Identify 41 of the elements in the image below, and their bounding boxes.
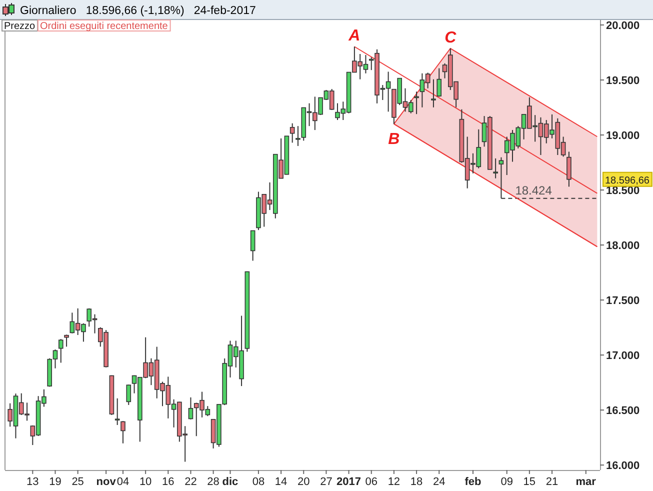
y-tick-label: 18.000 — [606, 240, 640, 252]
x-tick-label: 10 — [139, 476, 152, 488]
y-tick-label: 17.000 — [606, 350, 640, 362]
x-tick-label: feb — [464, 476, 482, 488]
x-tick-label: mar — [576, 476, 597, 488]
x-tick-label: 04 — [116, 476, 130, 488]
text: 18.596,66 — [605, 175, 650, 186]
y-tick-label: 16.500 — [606, 405, 640, 418]
y-tick-label: 18.500 — [606, 184, 640, 197]
x-tick-label: 13 — [26, 476, 39, 488]
x-tick-label: 08 — [252, 476, 265, 488]
x-tick-label: 19 — [49, 476, 62, 488]
x-tick-label: 14 — [274, 476, 288, 488]
x-tick-label: 22 — [184, 476, 197, 488]
x-tick-label: 2017 — [336, 476, 362, 488]
annotation: 18.424 — [515, 183, 552, 198]
y-tick-label: 20.000 — [606, 20, 640, 32]
annotation: C — [444, 29, 457, 46]
x-tick-label: 20 — [298, 476, 310, 488]
x-tick-label: 25 — [72, 476, 84, 488]
x-tick-label: 15 — [523, 476, 536, 488]
x-tick-label: 18 — [410, 476, 423, 488]
x-tick-label: 21 — [546, 476, 558, 488]
annotation: Prezzo — [4, 21, 36, 32]
annotation: A — [348, 28, 360, 45]
y-tick-label: 17.500 — [606, 295, 640, 308]
x-tick-label: 24 — [432, 476, 446, 488]
annotation: Ordini eseguiti recentemente — [40, 21, 168, 32]
x-tick-label: 06 — [365, 476, 378, 488]
annotation: B — [388, 130, 400, 148]
x-tick-label: nov — [96, 476, 117, 488]
chart-title: Giornaliero 18.596,66 (-1,18%) 24-feb-2017 — [20, 5, 256, 17]
x-tick-label: 27 — [320, 476, 332, 488]
x-tick-label: 09 — [500, 476, 513, 488]
x-tick-label: dic — [222, 476, 238, 488]
x-tick-label: 28 — [207, 476, 220, 488]
x-tick-label: 12 — [388, 476, 400, 488]
x-tick-label: 16 — [162, 476, 174, 488]
y-tick-label: 16.000 — [606, 460, 640, 472]
y-tick-label: 19.000 — [606, 130, 640, 142]
y-tick-label: 19.500 — [606, 74, 640, 87]
